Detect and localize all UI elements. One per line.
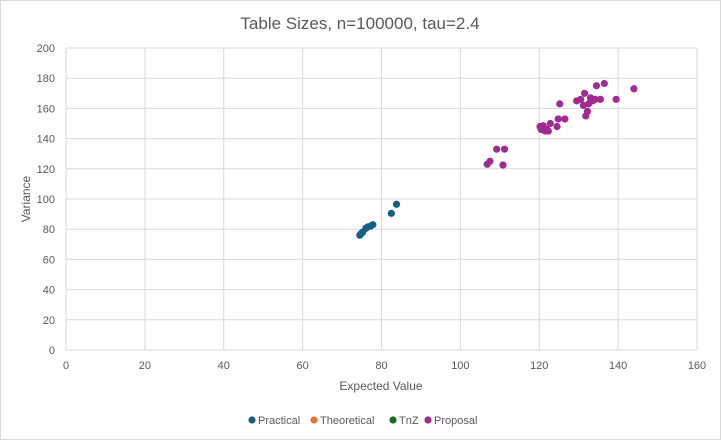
point-proposal xyxy=(596,95,604,103)
y-tick-label: 60 xyxy=(43,254,55,266)
point-proposal xyxy=(612,95,620,103)
x-tick-label: 20 xyxy=(139,360,151,372)
point-proposal xyxy=(546,119,554,128)
gridlines xyxy=(65,47,698,351)
legend-marker-tnz xyxy=(389,416,397,424)
legend: Practical Theoretical TnZ Proposal xyxy=(248,415,477,427)
point-proposal xyxy=(600,79,608,88)
chart-title: Table Sizes, n=100000, tau=2.4 xyxy=(240,14,479,33)
point-practical xyxy=(392,200,401,208)
point-proposal xyxy=(561,115,569,123)
x-tick-label: 120 xyxy=(530,360,548,372)
point-proposal xyxy=(583,107,591,116)
y-axis-ticks: 0 20 40 60 80 100 120 140 160 180 200 xyxy=(37,43,55,357)
point-practical xyxy=(369,221,377,229)
x-tick-label: 40 xyxy=(218,360,230,372)
point-proposal xyxy=(556,100,564,108)
point-proposal xyxy=(486,157,494,165)
point-proposal xyxy=(554,115,562,123)
x-tick-label: 160 xyxy=(688,360,706,372)
x-axis-ticks: 0 20 40 60 80 100 120 140 160 xyxy=(63,360,706,372)
y-tick-label: 140 xyxy=(37,134,55,146)
x-tick-label: 100 xyxy=(451,360,469,372)
x-tick-label: 60 xyxy=(297,360,309,372)
y-tick-label: 0 xyxy=(49,345,55,357)
y-tick-label: 120 xyxy=(37,164,55,176)
y-tick-label: 100 xyxy=(37,194,55,206)
y-tick-label: 80 xyxy=(43,224,55,236)
point-proposal xyxy=(544,127,552,135)
data-points xyxy=(356,79,638,239)
y-tick-label: 180 xyxy=(37,73,55,85)
y-axis-label: Variance xyxy=(19,175,33,222)
point-proposal xyxy=(493,145,501,153)
point-proposal xyxy=(553,122,561,131)
legend-marker-theoretical xyxy=(310,416,318,424)
point-proposal xyxy=(499,161,507,169)
y-tick-label: 40 xyxy=(43,285,55,297)
point-proposal xyxy=(581,89,589,97)
point-proposal xyxy=(577,95,585,103)
y-tick-label: 200 xyxy=(37,43,55,55)
x-tick-label: 140 xyxy=(609,360,627,372)
x-tick-label: 0 xyxy=(63,360,69,372)
legend-marker-proposal xyxy=(424,416,432,424)
point-proposal xyxy=(592,82,601,90)
legend-label-theoretical: Theoretical xyxy=(320,415,374,427)
point-proposal xyxy=(630,85,638,93)
y-tick-label: 20 xyxy=(43,315,55,327)
legend-marker-practical xyxy=(248,416,256,424)
y-tick-label: 160 xyxy=(37,103,55,115)
x-tick-label: 80 xyxy=(375,360,387,372)
point-practical xyxy=(387,209,395,217)
x-axis-label: Expected Value xyxy=(339,379,422,393)
legend-label-practical: Practical xyxy=(258,415,300,427)
point-proposal xyxy=(500,145,509,153)
legend-label-tnz: TnZ xyxy=(399,415,419,427)
legend-label-proposal: Proposal xyxy=(434,415,477,427)
point-proposal xyxy=(591,95,599,103)
